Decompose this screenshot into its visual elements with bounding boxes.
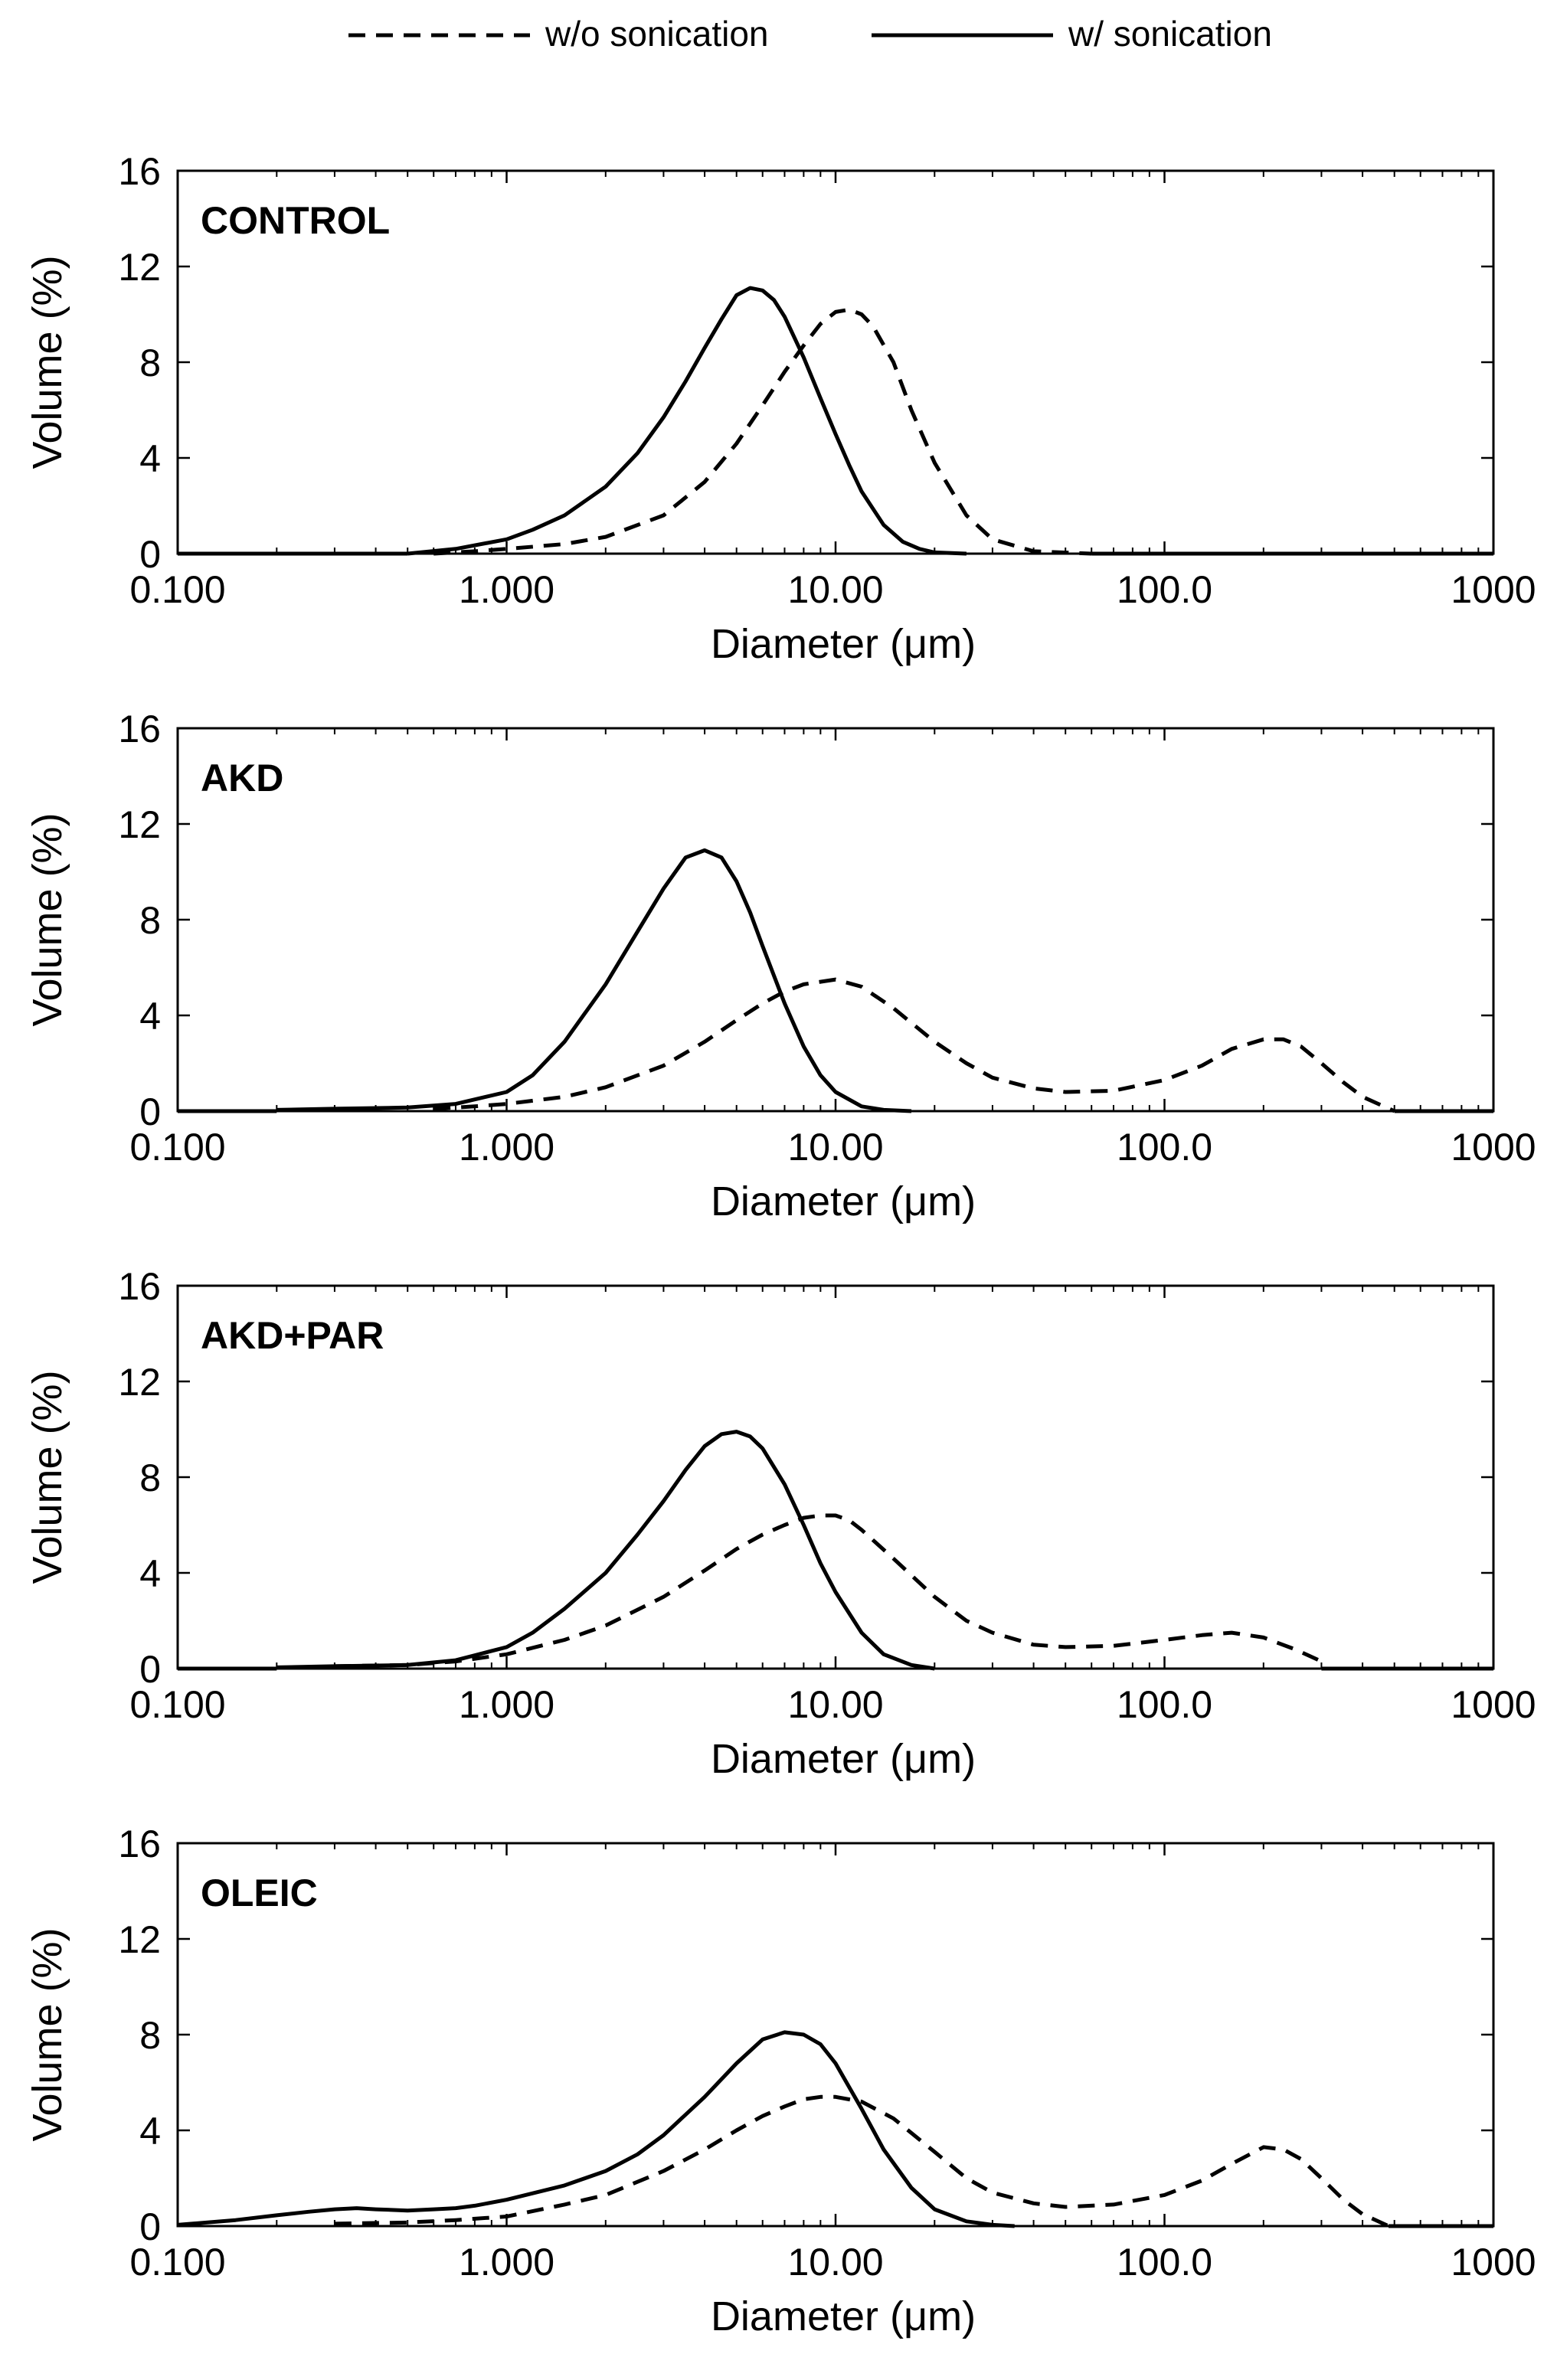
panel-oleic: 0.100 1.000 10.00 100.0 1000 0 4 8 12 16 Diameter … xyxy=(25,1823,1536,2339)
x-tick-label: 10.00 xyxy=(787,1126,883,1169)
y-tick-label: 0 xyxy=(139,2205,161,2248)
x-axis-label: Diameter (μm) xyxy=(711,621,976,667)
series-group xyxy=(178,286,1493,556)
x-tick-label: 10.00 xyxy=(787,2241,883,2284)
x-tick-label: 1000 xyxy=(1451,1126,1536,1169)
series-line-without-sonication xyxy=(433,307,1092,556)
x-tick-label: 100.0 xyxy=(1117,2241,1212,2284)
series-line-without-sonication xyxy=(334,1513,1323,1669)
x-tick-label: 1.000 xyxy=(459,568,554,611)
y-axis-label: Volume (%) xyxy=(25,1370,70,1584)
chart-panels: 0.100 1.000 10.00 100.0 1000 0 4 8 12 16 Diameter … xyxy=(25,150,1536,2339)
panel-title: OLEIC xyxy=(201,1872,318,1914)
legend-label-without-sonication: w/o sonication xyxy=(545,14,769,54)
y-tick-label: 12 xyxy=(118,803,161,846)
series-line-without-sonication xyxy=(334,2094,1390,2228)
series-line-with-sonication xyxy=(407,286,967,556)
x-tick-label: 0.100 xyxy=(129,2241,225,2284)
y-tick-label: 4 xyxy=(139,437,161,480)
y-tick-label: 16 xyxy=(118,708,161,750)
y-tick-label: 16 xyxy=(118,1265,161,1308)
y-tick-label: 16 xyxy=(118,150,161,193)
x-axis-label: Diameter (μm) xyxy=(711,1179,976,1224)
y-axis-label: Volume (%) xyxy=(25,255,70,469)
panel-control: 0.100 1.000 10.00 100.0 1000 0 4 8 12 16 Diameter … xyxy=(25,150,1536,667)
x-axis-label: Diameter (μm) xyxy=(711,1736,976,1782)
panel-title: CONTROL xyxy=(201,199,390,242)
y-tick-label: 4 xyxy=(139,995,161,1038)
series-group xyxy=(177,2030,1493,2228)
y-axis-label: Volume (%) xyxy=(25,1927,70,2141)
y-tick-label: 16 xyxy=(118,1823,161,1865)
y-tick-label: 0 xyxy=(139,533,161,576)
y-tick-label: 12 xyxy=(118,1361,161,1404)
x-tick-label: 10.00 xyxy=(787,1683,883,1726)
x-tick-label: 0.100 xyxy=(129,568,225,611)
y-tick-label: 8 xyxy=(139,342,161,384)
x-axis-label: Diameter (μm) xyxy=(711,2293,976,2339)
series-group xyxy=(178,848,1493,1113)
y-tick-label: 4 xyxy=(139,2110,161,2153)
x-tick-label: 1.000 xyxy=(459,2241,554,2284)
legend-label-with-sonication: w/ sonication xyxy=(1068,14,1272,54)
panel-title: AKD xyxy=(201,757,283,799)
x-tick-label: 1000 xyxy=(1451,2241,1536,2284)
panel-akd: 0.100 1.000 10.00 100.0 1000 0 4 8 12 16 Diameter … xyxy=(25,708,1536,1224)
x-tick-label: 1000 xyxy=(1451,568,1536,611)
y-tick-label: 8 xyxy=(139,899,161,942)
x-tick-label: 1.000 xyxy=(459,1126,554,1169)
y-tick-label: 8 xyxy=(139,2014,161,2057)
x-tick-label: 100.0 xyxy=(1117,1683,1212,1726)
y-tick-label: 8 xyxy=(139,1456,161,1499)
x-tick-label: 0.100 xyxy=(129,1126,225,1169)
plot-frame xyxy=(176,1842,1495,2228)
x-tick-label: 1000 xyxy=(1451,1683,1536,1726)
panel-akd-par: 0.100 1.000 10.00 100.0 1000 0 4 8 12 16 Diameter … xyxy=(25,1265,1536,1782)
y-tick-label: 0 xyxy=(139,1648,161,1691)
y-tick-label: 12 xyxy=(118,246,161,289)
panel-title: AKD+PAR xyxy=(201,1314,384,1357)
x-tick-label: 0.100 xyxy=(129,1683,225,1726)
y-tick-label: 4 xyxy=(139,1552,161,1595)
x-tick-label: 10.00 xyxy=(787,568,883,611)
series-line-with-sonication xyxy=(276,848,912,1113)
series-line-with-sonication xyxy=(177,2030,1015,2228)
series-group xyxy=(178,1430,1493,1671)
series-line-without-sonication xyxy=(433,977,1395,1113)
series-line-with-sonication xyxy=(276,1430,935,1671)
x-tick-label: 100.0 xyxy=(1117,568,1212,611)
x-tick-label: 1.000 xyxy=(459,1683,554,1726)
plot-frame xyxy=(176,727,1495,1113)
x-tick-label: 100.0 xyxy=(1117,1126,1212,1169)
legend: w/o sonication w/ sonication xyxy=(348,14,1272,54)
y-tick-label: 12 xyxy=(118,1918,161,1961)
y-axis-label: Volume (%) xyxy=(25,812,70,1026)
y-tick-label: 0 xyxy=(139,1090,161,1133)
